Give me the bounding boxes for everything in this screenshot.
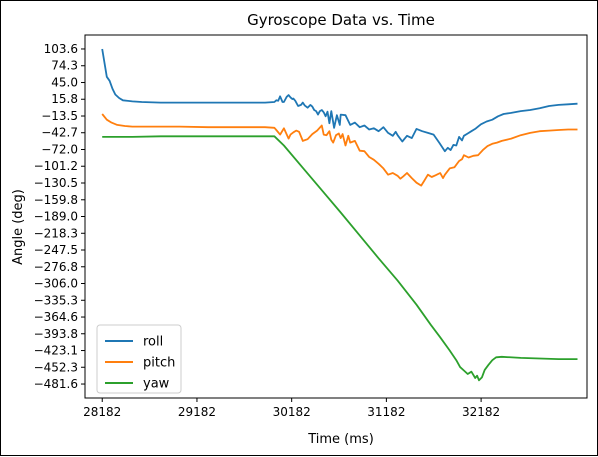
- y-tick-label: −218.3: [34, 226, 78, 240]
- y-tick-label: 15.8: [51, 92, 78, 106]
- y-tick-label: −247.5: [34, 243, 78, 257]
- y-tick-label: −423.1: [34, 344, 78, 358]
- y-tick-label: −306.0: [34, 276, 78, 290]
- series-line-roll: [101, 48, 578, 153]
- y-tick-label: 45.0: [51, 76, 78, 90]
- y-tick-label: −276.8: [34, 260, 78, 274]
- legend-label-yaw: yaw: [143, 377, 170, 392]
- y-axis: 103.6 74.3 45.0 15.8 −13.5 −42.7 −72.0 −101.2 −1…: [34, 42, 85, 391]
- x-tick-label: 29182: [178, 405, 216, 419]
- legend-label-pitch: pitch: [143, 356, 175, 371]
- y-tick-label: −72.0: [41, 143, 78, 157]
- y-tick-label: −42.7: [41, 126, 78, 140]
- x-tick-label: 30182: [273, 405, 311, 419]
- y-tick-label: 103.6: [44, 42, 78, 56]
- y-tick-label: −452.3: [34, 360, 78, 374]
- legend-label-roll: roll: [143, 335, 163, 350]
- x-tick-label: 32182: [462, 405, 500, 419]
- x-axis-label: Time (ms): [307, 432, 374, 447]
- series-lines: [101, 48, 578, 382]
- y-tick-label: 74.3: [51, 59, 78, 73]
- y-tick-label: −130.5: [34, 176, 78, 190]
- y-tick-label: −189.0: [34, 210, 78, 224]
- series-line-pitch: [101, 113, 578, 187]
- y-tick-label: −13.5: [41, 109, 78, 123]
- x-axis: 28182 29182 30182 31182 32182: [83, 398, 500, 419]
- series-line-yaw: [102, 135, 578, 382]
- y-tick-label: −393.8: [34, 327, 78, 341]
- legend: roll pitch yaw: [96, 324, 182, 394]
- y-tick-label: −335.3: [34, 293, 78, 307]
- x-tick-label: 31182: [367, 405, 405, 419]
- x-tick-label: 28182: [83, 405, 121, 419]
- y-tick-label: −364.6: [34, 310, 78, 324]
- chart-title: Gyroscope Data vs. Time: [247, 11, 435, 29]
- y-tick-label: −159.8: [34, 193, 78, 207]
- y-tick-label: −481.6: [34, 377, 78, 391]
- y-axis-label: Angle (deg): [11, 189, 26, 265]
- y-tick-label: −101.2: [34, 159, 78, 173]
